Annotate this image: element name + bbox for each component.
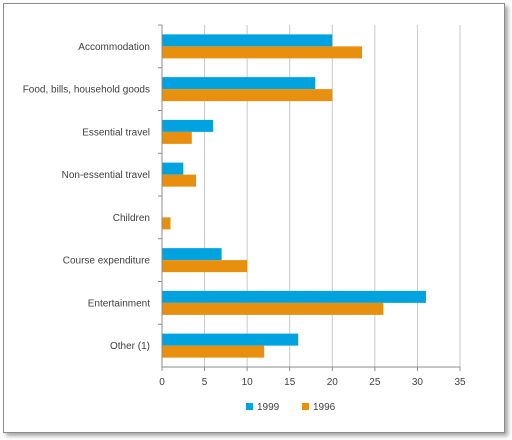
x-tick-label: 5 (202, 377, 208, 388)
x-tick-label: 0 (159, 377, 165, 388)
bar-1996 (162, 46, 363, 59)
category-label: Entertainment (88, 298, 150, 309)
bar-1996 (162, 217, 171, 230)
bar-1999 (162, 290, 426, 303)
bars (162, 34, 426, 358)
category-label: Other (1) (110, 341, 150, 352)
x-tick-label: 25 (369, 377, 381, 388)
axes (158, 24, 461, 371)
legend-swatch (302, 403, 309, 410)
bar-1996 (162, 260, 248, 273)
bar-1996 (162, 131, 192, 144)
bar-1999 (162, 77, 316, 90)
x-tick-label: 15 (284, 377, 296, 388)
chart-frame (3, 3, 505, 433)
bar-1999 (162, 119, 214, 132)
category-label: Children (113, 213, 150, 224)
bar-1996 (162, 89, 333, 102)
category-label: Accommodation (78, 42, 150, 53)
legend-swatch (246, 403, 253, 410)
x-tick-label: 35 (454, 377, 466, 388)
bar-1999 (162, 162, 184, 175)
category-label: Essential travel (82, 127, 150, 138)
bar-1999 (162, 34, 333, 47)
bar-1999 (162, 333, 299, 346)
bar-1996 (162, 174, 197, 187)
bar-1996 (162, 302, 384, 315)
x-tick-labels: 0 5 10 15 20 25 30 35 (159, 377, 466, 388)
legend-label: 1996 (313, 402, 336, 413)
gridlines (204, 25, 461, 367)
bar-1999 (162, 248, 222, 261)
bar-1996 (162, 345, 265, 358)
x-tick-label: 20 (327, 377, 339, 388)
legend: 1999 1996 (246, 402, 336, 413)
legend-label: 1999 (257, 402, 280, 413)
category-label: Non-essential travel (62, 170, 150, 181)
category-labels: Accommodation Food, bills, household good… (23, 42, 151, 352)
category-label: Food, bills, household goods (23, 85, 150, 96)
x-tick-label: 10 (242, 377, 254, 388)
category-label: Course expenditure (63, 256, 151, 267)
x-tick-label: 30 (412, 377, 424, 388)
